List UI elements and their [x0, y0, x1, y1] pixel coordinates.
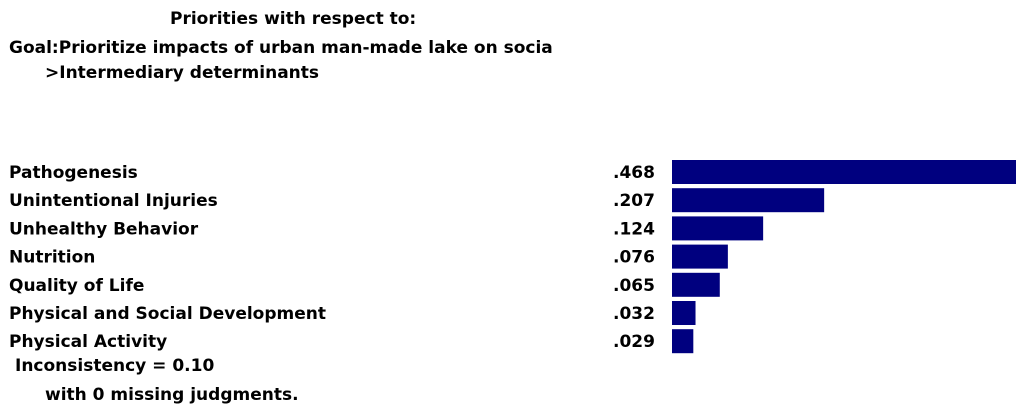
value-label: .076: [613, 248, 655, 268]
priority-bar: [672, 244, 728, 269]
priority-bar: [672, 329, 694, 354]
value-label: .207: [613, 191, 655, 211]
value-label: .124: [613, 219, 655, 239]
category-label: Physical and Social Development: [9, 304, 326, 324]
priority-bar: [672, 188, 825, 213]
value-label: .029: [613, 332, 655, 352]
inconsistency-text: Inconsistency = 0.10: [15, 356, 215, 376]
category-label: Nutrition: [9, 248, 95, 268]
missing-judgments-text: with 0 missing judgments.: [45, 385, 299, 405]
category-label: Quality of Life: [9, 276, 144, 296]
value-label: .065: [613, 276, 655, 296]
priority-bar: [672, 301, 696, 325]
category-label: Unintentional Injuries: [9, 191, 218, 211]
category-label: Unhealthy Behavior: [9, 219, 199, 239]
node-label: >Intermediary determinants: [45, 63, 320, 83]
priority-bar: [672, 272, 720, 297]
goal-label: Goal:Prioritize impacts of urban man-mad…: [9, 38, 553, 58]
category-label: Pathogenesis: [9, 163, 138, 183]
value-label: .468: [613, 163, 655, 183]
chart-title: Priorities with respect to:: [170, 9, 417, 29]
priority-bar: [672, 160, 1016, 184]
category-label: Physical Activity: [9, 332, 167, 352]
value-label: .032: [613, 304, 655, 324]
priority-bar: [672, 216, 764, 241]
